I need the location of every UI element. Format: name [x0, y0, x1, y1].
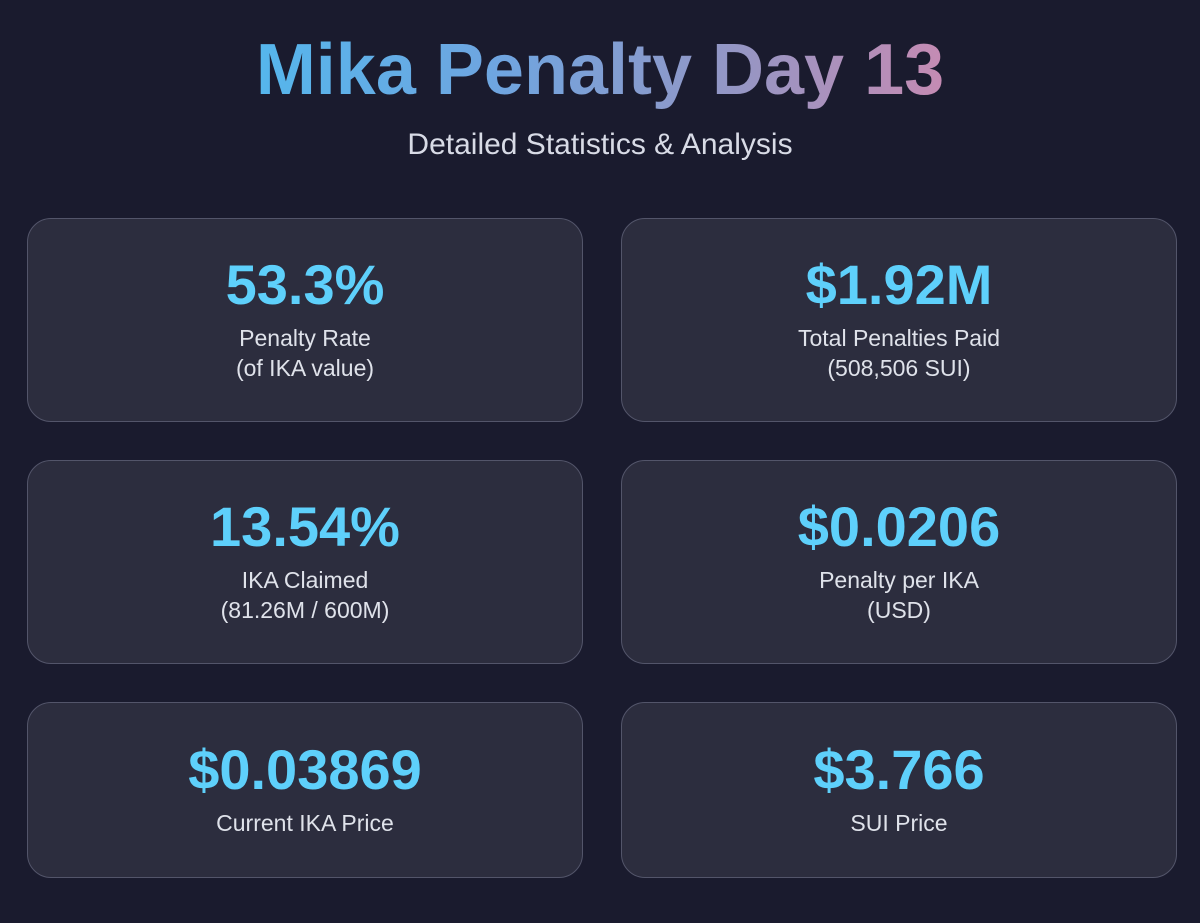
stat-card-total-penalties-paid: $1.92M Total Penalties Paid (508,506 SUI… [621, 218, 1177, 422]
page-subtitle: Detailed Statistics & Analysis [407, 128, 793, 161]
stat-value: $0.0206 [797, 495, 1001, 558]
stat-sublabel: (USD) [867, 597, 931, 623]
stat-sublabel: (81.26M / 600M) [220, 597, 390, 623]
stat-label: IKA Claimed [241, 567, 369, 593]
stat-label: Penalty per IKA [819, 567, 979, 593]
page-title-text: Mika Penalty Day 13 [255, 30, 945, 110]
stat-value: 53.3% [225, 253, 385, 316]
stat-card-current-ika-price: $0.03869 Current IKA Price [27, 702, 583, 878]
stat-label: Current IKA Price [216, 810, 394, 836]
stat-card-ika-claimed: 13.54% IKA Claimed (81.26M / 600M) [27, 460, 583, 664]
stat-card-sui-price: $3.766 SUI Price [621, 702, 1177, 878]
stat-value: $3.766 [813, 738, 985, 801]
stat-sublabel: (508,506 SUI) [827, 355, 971, 381]
stat-card-penalty-rate: 53.3% Penalty Rate (of IKA value) [27, 218, 583, 422]
stat-card-penalty-per-ika: $0.0206 Penalty per IKA (USD) [621, 460, 1177, 664]
stat-label: Penalty Rate [239, 325, 371, 351]
stat-value: 13.54% [210, 495, 400, 558]
stat-value: $1.92M [805, 253, 993, 316]
stat-label: Total Penalties Paid [797, 325, 1000, 351]
stat-value: $0.03869 [188, 738, 422, 801]
page-title: Mika Penalty Day 13 [0, 28, 1200, 112]
stat-sublabel: (of IKA value) [235, 355, 375, 381]
stat-label: SUI Price [850, 810, 948, 836]
